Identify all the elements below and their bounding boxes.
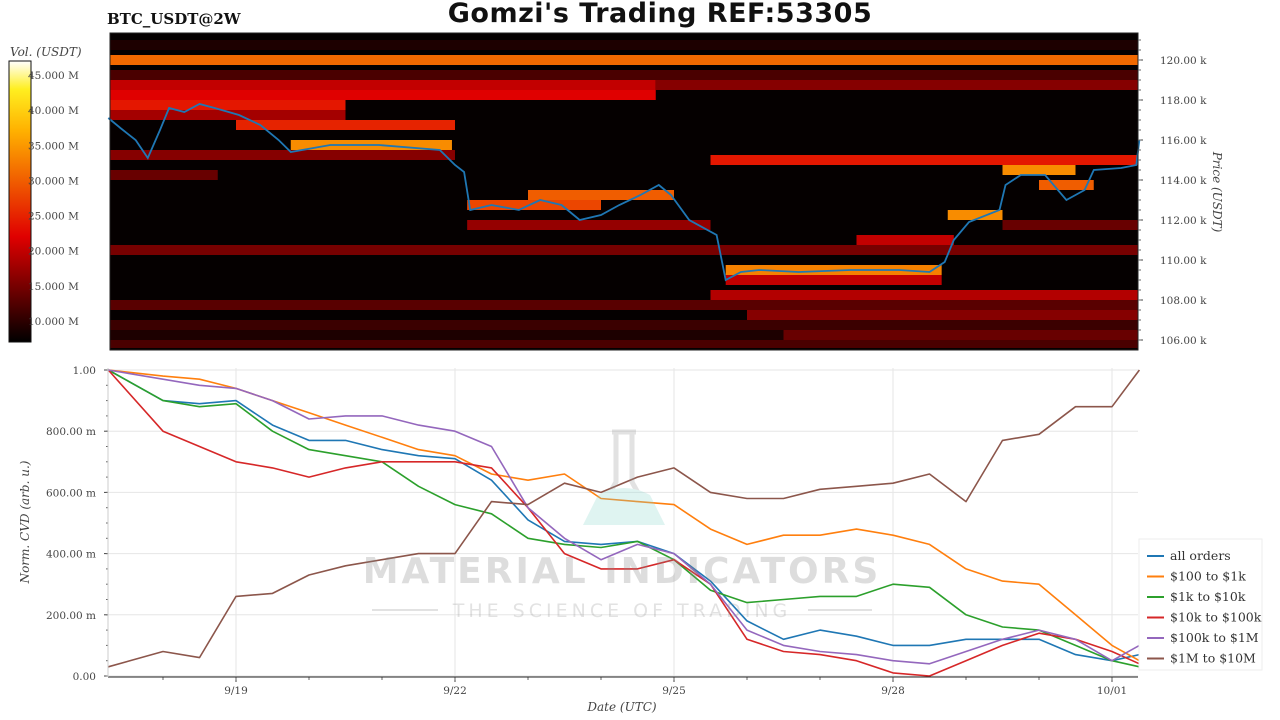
heatmap-cell — [236, 120, 455, 130]
cvd-series-line — [107, 369, 1140, 677]
heatmap-cell — [110, 80, 656, 90]
heatmap-cell — [110, 340, 1138, 348]
heatmap-cell — [110, 170, 218, 180]
heatmap-cell — [1039, 180, 1094, 190]
colorbar — [8, 60, 32, 343]
cvd-x-tick-label: 10/01 — [1097, 685, 1127, 697]
cvd-y-tick-label: 800.00 m — [46, 426, 96, 438]
price-tick-label: 112.00 k — [1160, 215, 1207, 227]
heatmap-cell — [783, 330, 1138, 340]
watermark-line2: THE SCIENCE OF TRADING — [452, 600, 792, 622]
cvd-series-line — [107, 369, 1140, 668]
heatmap-cell — [110, 90, 656, 100]
colorbar-tick-label: 25.000 M — [28, 211, 79, 223]
heatmap-cell — [110, 110, 346, 120]
price-tick-label: 106.00 k — [1160, 335, 1207, 347]
price-axis-label: Price (USDT) — [1210, 151, 1224, 233]
heatmap-cell — [110, 150, 455, 160]
cvd-x-tick-label: 9/25 — [662, 685, 686, 697]
watermark-line1: MATERIAL INDICATORS — [363, 551, 882, 592]
colorbar-tick-label: 30.000 M — [28, 175, 79, 187]
price-tick-label: 114.00 k — [1160, 175, 1207, 187]
heatmap-cell — [1002, 220, 1138, 230]
legend-label: $10k to $100k — [1170, 610, 1262, 625]
heatmap-cell — [947, 210, 1003, 220]
colorbar-tick-label: 15.000 M — [28, 281, 79, 293]
heatmap-cell — [528, 190, 674, 200]
heatmap-cell — [110, 245, 1138, 255]
heatmap-cell — [110, 70, 1138, 80]
heatmap-cell — [655, 80, 1138, 90]
price-tick-label: 108.00 k — [1160, 295, 1207, 307]
heatmap-cell — [110, 320, 1138, 330]
cvd-y-tick-label: 0.00 — [73, 671, 96, 683]
colorbar-tick-label: 35.000 M — [28, 140, 79, 152]
heatmap-cell — [710, 155, 1138, 165]
price-tick-label: 120.00 k — [1160, 55, 1207, 67]
heatmap-cell — [110, 330, 784, 340]
cvd-y-tick-label: 600.00 m — [46, 487, 96, 499]
legend-label: $100k to $1M — [1170, 630, 1259, 645]
cvd-x-axis-label: Date (UTC) — [586, 700, 656, 714]
price-tick-label: 116.00 k — [1160, 135, 1207, 147]
cvd-series-line — [108, 369, 1140, 662]
cvd-y-axis-label: Norm. CVD (arb. u.) — [18, 460, 32, 584]
legend-box — [1138, 538, 1263, 671]
heatmap-cell — [110, 40, 1138, 50]
heatmap-cell — [710, 290, 1138, 300]
heatmap-cell — [110, 55, 1138, 65]
cvd-y-tick-label: 1.00 — [73, 365, 96, 377]
colorbar-tick-label: 20.000 M — [28, 246, 79, 258]
heatmap-cell — [467, 220, 711, 230]
legend-label: $100 to $1k — [1170, 569, 1246, 584]
heatmap-cell — [467, 200, 601, 210]
heatmap-cell — [747, 310, 1138, 320]
legend-label: $1M to $10M — [1170, 651, 1256, 666]
price-tick-label: 110.00 k — [1160, 255, 1207, 267]
cvd-x-tick-label: 9/22 — [443, 685, 467, 697]
cvd-x-tick-label: 9/19 — [224, 685, 248, 697]
cvd-series-line — [108, 369, 1140, 665]
colorbar-tick-label: 45.000 M — [28, 70, 79, 82]
heatmap-cell — [856, 235, 954, 245]
cvd-y-tick-label: 400.00 m — [46, 549, 96, 561]
colorbar-tick-label: 10.000 M — [28, 316, 79, 328]
heatmap-frame — [109, 32, 1139, 351]
heatmap-cell — [725, 275, 942, 285]
cvd-x-tick-label: 9/28 — [881, 685, 905, 697]
cvd-plot-area — [108, 368, 1138, 677]
heatmap-cell — [110, 300, 1138, 310]
cvd-y-tick-label: 200.00 m — [46, 610, 96, 622]
colorbar-label: Vol. (USDT) — [10, 45, 82, 59]
heatmap-cell — [1002, 165, 1076, 175]
cvd-series-line — [108, 369, 1141, 668]
page-title: Gomzi's Trading REF:53305 — [447, 0, 873, 29]
price-tick-label: 118.00 k — [1160, 95, 1207, 107]
legend-label: all orders — [1170, 548, 1231, 563]
watermark-logo: MATERIAL INDICATORS THE SCIENCE OF TRADI… — [363, 429, 882, 622]
chart-subtitle: BTC_USDT@2W — [107, 10, 241, 28]
price-line — [107, 103, 1141, 282]
heatmap-cell — [110, 100, 346, 110]
colorbar-tick-label: 40.000 M — [28, 105, 79, 117]
legend-label: $1k to $10k — [1170, 589, 1246, 604]
